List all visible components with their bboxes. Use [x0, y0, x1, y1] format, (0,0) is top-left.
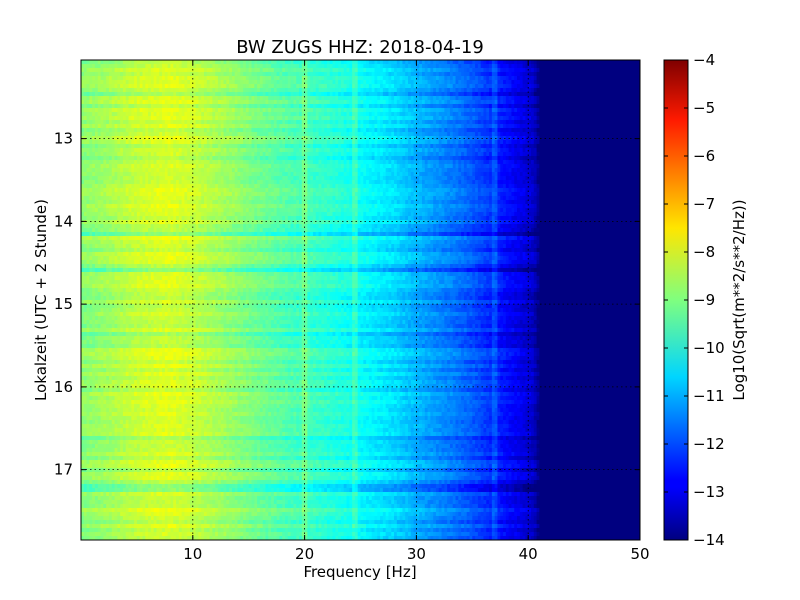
- chart-title: BW ZUGS HHZ: 2018-04-19: [236, 37, 484, 58]
- spectrogram-heatmap: [81, 60, 641, 541]
